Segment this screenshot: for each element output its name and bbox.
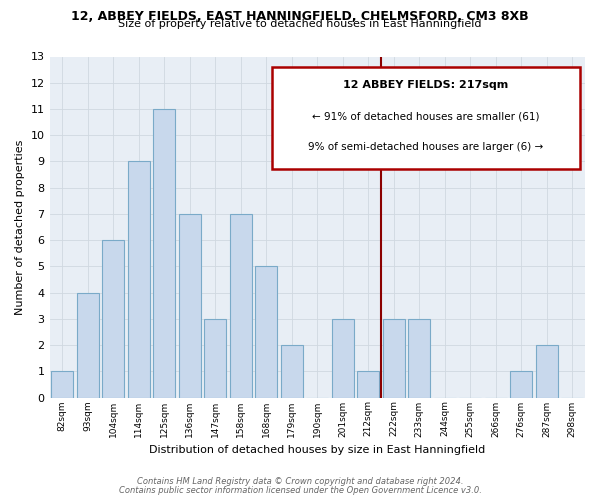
Bar	[154, 109, 175, 398]
X-axis label: Distribution of detached houses by size in East Hanningfield: Distribution of detached houses by size …	[149, 445, 485, 455]
Bar	[256, 266, 277, 398]
FancyBboxPatch shape	[272, 66, 580, 169]
Text: ← 91% of detached houses are smaller (61): ← 91% of detached houses are smaller (61…	[312, 111, 539, 121]
Bar	[77, 292, 98, 398]
Bar	[383, 319, 404, 398]
Text: 12 ABBEY FIELDS: 217sqm: 12 ABBEY FIELDS: 217sqm	[343, 80, 508, 90]
Bar	[358, 372, 379, 398]
Y-axis label: Number of detached properties: Number of detached properties	[15, 140, 25, 314]
Bar	[281, 345, 302, 398]
Bar	[230, 214, 251, 398]
Bar	[179, 214, 200, 398]
Bar	[205, 319, 226, 398]
Bar	[52, 372, 73, 398]
Bar	[511, 372, 532, 398]
Bar	[332, 319, 353, 398]
Text: Contains HM Land Registry data © Crown copyright and database right 2024.: Contains HM Land Registry data © Crown c…	[137, 477, 463, 486]
Text: Contains public sector information licensed under the Open Government Licence v3: Contains public sector information licen…	[119, 486, 481, 495]
Text: 12, ABBEY FIELDS, EAST HANNINGFIELD, CHELMSFORD, CM3 8XB: 12, ABBEY FIELDS, EAST HANNINGFIELD, CHE…	[71, 10, 529, 23]
Text: Size of property relative to detached houses in East Hanningfield: Size of property relative to detached ho…	[118, 19, 482, 29]
Bar	[103, 240, 124, 398]
Text: 9% of semi-detached houses are larger (6) →: 9% of semi-detached houses are larger (6…	[308, 142, 544, 152]
Bar	[409, 319, 430, 398]
Bar	[128, 162, 149, 398]
Bar	[536, 345, 557, 398]
